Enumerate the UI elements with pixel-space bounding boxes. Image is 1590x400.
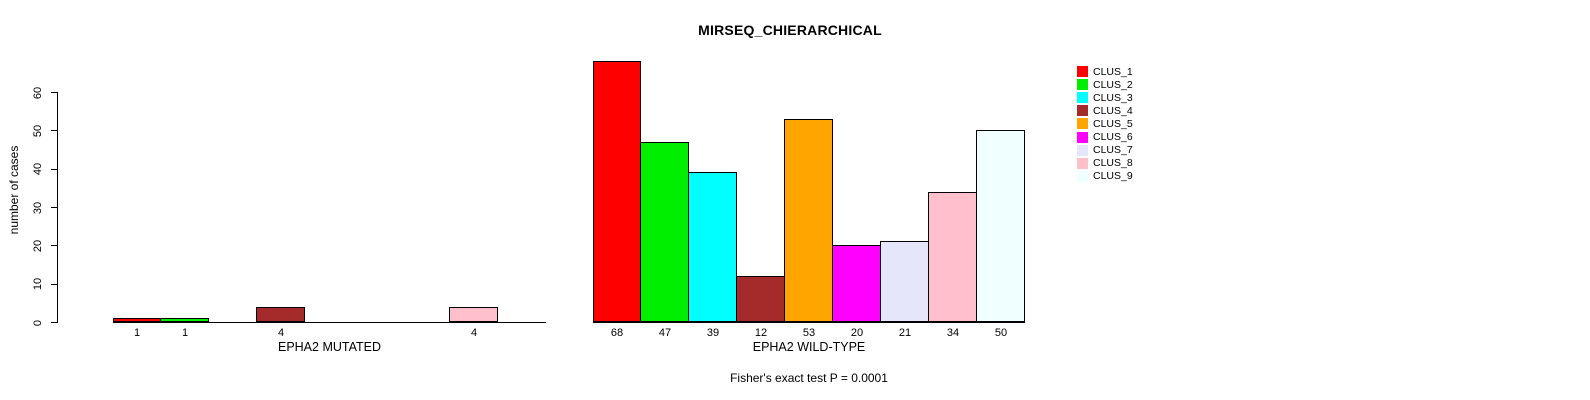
bar-clus_9-right <box>976 130 1025 322</box>
y-tick-mark <box>51 207 58 208</box>
chart-title: MIRSEQ_CHIERARCHICAL <box>698 22 882 38</box>
bar-clus_6-right <box>832 245 881 322</box>
legend-swatch <box>1077 105 1088 117</box>
bar-value-label: 39 <box>706 327 720 339</box>
y-tick-mark <box>51 92 58 93</box>
legend-swatch <box>1077 118 1088 130</box>
bar-clus_5-right <box>784 119 833 322</box>
y-tick-mark <box>51 168 58 170</box>
bar-clus_8-right <box>928 192 977 322</box>
bar-clus_8-left <box>449 307 498 322</box>
legend-label: CLUS_6 <box>1093 131 1133 144</box>
legend-item-clus_9: CLUS_9 <box>1077 170 1133 183</box>
bar-value-label: 4 <box>277 327 285 339</box>
legend-label: CLUS_7 <box>1093 144 1133 157</box>
panel-epha2-wildtype: 68 47 39 12 53 20 21 34 50 <box>593 61 1025 339</box>
legend-label: CLUS_1 <box>1093 65 1133 78</box>
legend-item-clus_8: CLUS_8 <box>1077 157 1133 170</box>
legend-swatch <box>1077 157 1088 169</box>
legend-label: CLUS_8 <box>1093 157 1133 170</box>
bar-value-label: 68 <box>610 327 624 339</box>
caption-fisher-test: Fisher's exact test P = 0.0001 <box>730 371 888 385</box>
bar-value-label: 50 <box>994 327 1008 339</box>
legend-swatch <box>1077 79 1088 91</box>
x-axis-label-wildtype: EPHA2 WILD-TYPE <box>752 340 866 354</box>
legend-swatch <box>1077 131 1088 143</box>
legend-swatch <box>1077 66 1088 78</box>
legend-swatch <box>1077 144 1088 156</box>
legend-swatch <box>1077 170 1088 182</box>
legend-item-clus_5: CLUS_5 <box>1077 117 1133 130</box>
legend-swatch <box>1077 92 1088 104</box>
legend: CLUS_1 CLUS_2 CLUS_3 CLUS_4 CLUS_5 CLUS_6 CLUS… <box>1077 65 1133 183</box>
y-tick-label: 10 <box>32 278 44 291</box>
legend-item-clus_4: CLUS_4 <box>1077 104 1133 117</box>
bar-clus_1-right <box>593 61 641 322</box>
bar-clus_3-right <box>688 172 737 322</box>
legend-label: CLUS_9 <box>1093 170 1133 183</box>
bar-value-label: 12 <box>754 327 768 339</box>
bar-value-label: 1 <box>133 327 141 339</box>
bar-value-label: 1 <box>181 327 189 339</box>
y-tick-mark <box>51 322 58 323</box>
legend-item-clus_2: CLUS_2 <box>1077 78 1133 91</box>
legend-label: CLUS_3 <box>1093 91 1133 104</box>
bar-clus_2-right <box>640 142 689 322</box>
y-tick-label: 30 <box>32 201 44 214</box>
y-tick-label: 0 <box>32 319 44 326</box>
bar-clus_4-left <box>256 307 305 322</box>
legend-item-clus_6: CLUS_6 <box>1077 130 1133 143</box>
bar-clus_2-left <box>160 318 209 322</box>
bar-clus_7-right <box>880 241 929 322</box>
legend-item-clus_1: CLUS_1 <box>1077 65 1133 78</box>
y-tick-label: 40 <box>32 163 44 176</box>
y-tick-label: 60 <box>32 86 44 99</box>
bar-value-label: 34 <box>946 327 960 339</box>
bar-value-label: 4 <box>470 327 478 339</box>
y-tick-label: 50 <box>32 124 44 137</box>
legend-label: CLUS_5 <box>1093 117 1133 130</box>
y-tick-mark <box>51 283 58 285</box>
y-tick-label: 20 <box>32 239 44 252</box>
y-tick-mark <box>51 130 58 132</box>
bar-clus_4-right <box>736 276 785 322</box>
legend-label: CLUS_4 <box>1093 104 1133 117</box>
legend-item-clus_7: CLUS_7 <box>1077 144 1133 157</box>
y-axis-label: number of cases <box>7 145 21 235</box>
x-axis-label-mutated: EPHA2 MUTATED <box>277 340 382 354</box>
panel-epha2-mutated: 1 1 4 4 <box>113 92 546 339</box>
bar-value-label: 53 <box>802 327 816 339</box>
bar-clus_1-left <box>113 318 161 322</box>
legend-label: CLUS_2 <box>1093 78 1133 91</box>
bar-value-label: 47 <box>658 327 672 339</box>
bar-value-label: 20 <box>850 327 864 339</box>
bar-value-label: 21 <box>898 327 912 339</box>
legend-item-clus_3: CLUS_3 <box>1077 91 1133 104</box>
y-tick-mark <box>51 245 58 247</box>
